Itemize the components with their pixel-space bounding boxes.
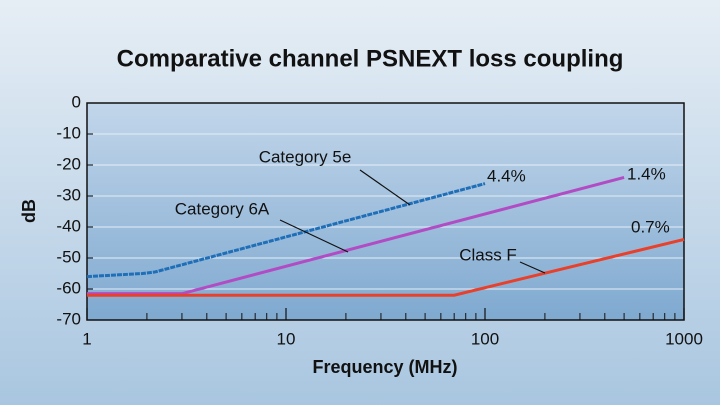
x-tick-label: 1 <box>82 329 91 348</box>
series-label: Class F <box>459 245 517 264</box>
leader-line <box>279 219 349 253</box>
y-tick-label: -50 <box>56 247 81 266</box>
y-tick-label: -20 <box>56 154 81 173</box>
x-tick-label: 100 <box>471 329 499 348</box>
x-tick-label: 10 <box>277 329 296 348</box>
x-tick-label: 1000 <box>665 329 703 348</box>
end-label: 4.4% <box>487 166 526 185</box>
series-line <box>87 237 685 297</box>
series-label: Category 5e <box>259 147 352 166</box>
y-tick-label: -70 <box>56 309 81 328</box>
series-label: Category 6A <box>175 199 270 218</box>
plot-frame <box>86 102 685 321</box>
y-tick-label: -60 <box>56 278 81 297</box>
series-line <box>87 175 625 296</box>
series-line <box>86 182 486 279</box>
y-tick-label: -40 <box>56 216 81 235</box>
y-tick-label: 0 <box>72 92 81 111</box>
end-label: 1.4% <box>627 164 666 183</box>
y-tick-label: -30 <box>56 185 81 204</box>
y-axis-title: dB <box>19 199 39 223</box>
end-label: 0.7% <box>631 217 670 236</box>
chart-title: Comparative channel PSNEXT loss coupling <box>117 45 624 72</box>
leader-line <box>519 261 546 274</box>
leader-line <box>359 169 411 206</box>
x-axis-title: Frequency (MHz) <box>312 357 457 377</box>
y-tick-label: -10 <box>56 123 81 142</box>
